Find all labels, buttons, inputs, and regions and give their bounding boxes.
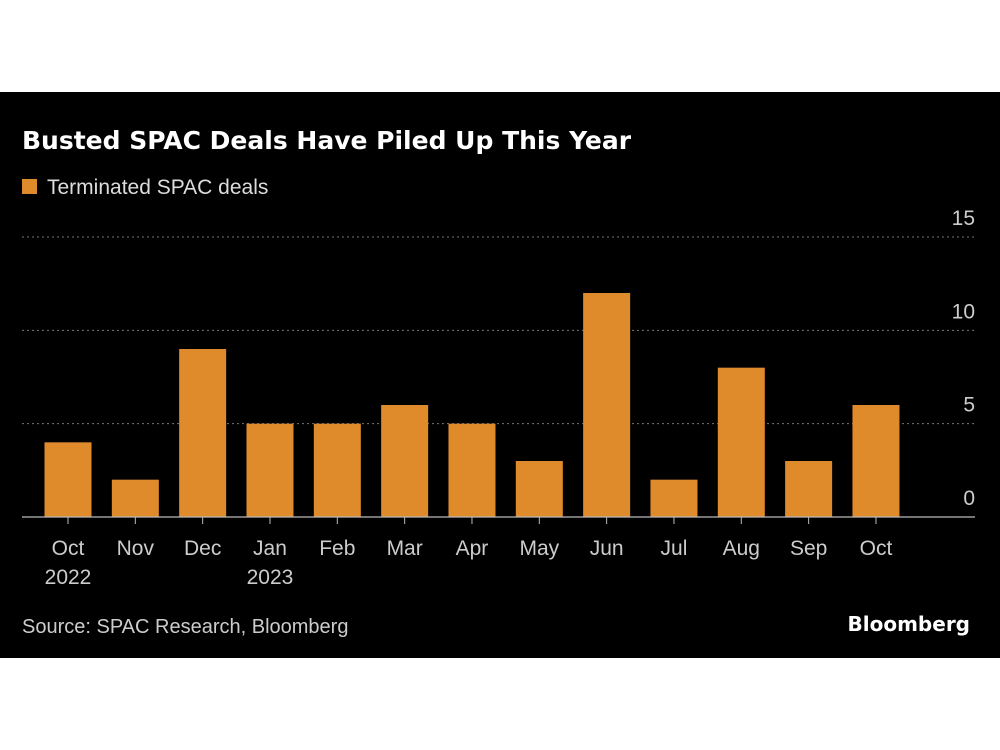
y-tick-label: 10 (952, 300, 975, 323)
bar (448, 423, 496, 517)
x-tick-label: Nov (117, 537, 155, 560)
x-tick-label: May (519, 537, 559, 560)
x-tick-label: Dec (184, 537, 221, 560)
x-tick-label: Sep (790, 537, 827, 560)
x-tick-label: Jun (590, 537, 624, 560)
x-tick-label: Oct (860, 537, 893, 560)
x-tick-label: Aug (723, 537, 760, 560)
bar (583, 293, 631, 517)
y-tick-label: 15 (952, 207, 975, 230)
bar (179, 349, 227, 517)
y-tick-label: 0 (963, 487, 975, 510)
bar (717, 367, 765, 517)
bar (381, 405, 429, 517)
bar (44, 442, 92, 517)
x-tick-label: Oct (52, 537, 85, 560)
x-tick-label: 2023 (247, 566, 294, 589)
x-tick-label: Mar (387, 537, 423, 560)
bar (515, 461, 563, 517)
x-tick-label: 2022 (45, 566, 92, 589)
source-note: Source: SPAC Research, Bloomberg (22, 616, 348, 638)
legend-swatch (22, 179, 37, 194)
bar (650, 479, 698, 517)
chart-title: Busted SPAC Deals Have Piled Up This Yea… (22, 126, 632, 155)
bar (852, 405, 900, 517)
x-tick-label: Apr (456, 537, 489, 560)
bar (246, 423, 294, 517)
legend-label: Terminated SPAC deals (47, 176, 268, 199)
x-tick-label: Jan (253, 537, 287, 560)
x-tick-label: Feb (319, 537, 355, 560)
bar (313, 423, 361, 517)
bloomberg-logo: Bloomberg (848, 612, 970, 636)
bar (111, 479, 159, 517)
chart-panel (0, 92, 1000, 658)
y-tick-label: 5 (963, 394, 975, 417)
bar (785, 461, 833, 517)
x-tick-label: Jul (661, 537, 688, 560)
